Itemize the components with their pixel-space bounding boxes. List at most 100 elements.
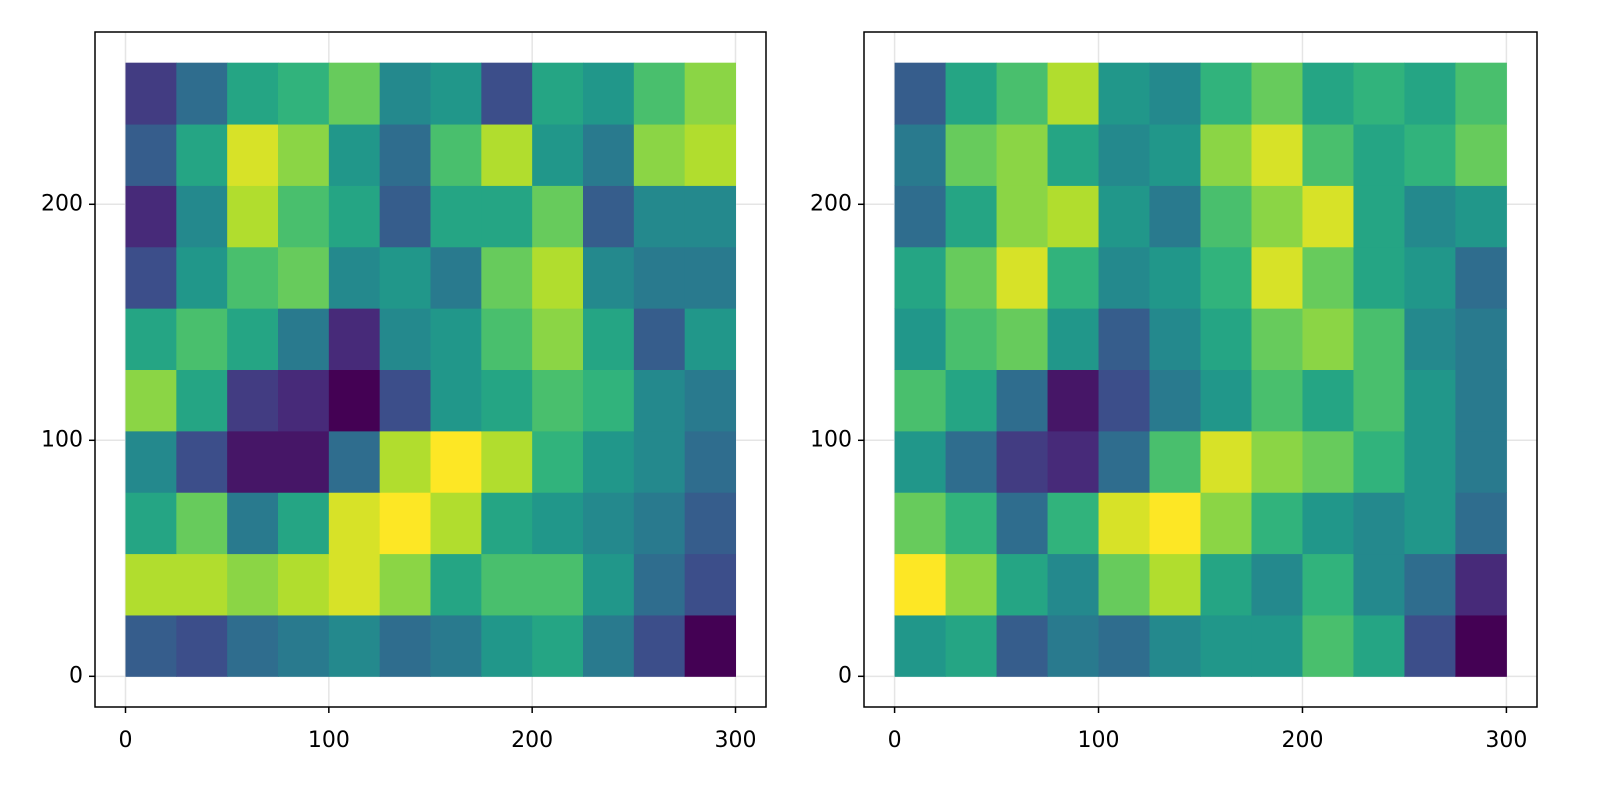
heatmap-cell: [481, 246, 533, 309]
heatmap-cell: [430, 308, 482, 370]
heatmap-cell: [481, 62, 533, 125]
y-tick-label: 200: [41, 191, 83, 216]
heatmap-cell: [945, 308, 998, 370]
heatmap-cell: [176, 492, 228, 555]
heatmap-cell: [633, 553, 686, 616]
y-tick-label: 0: [69, 663, 83, 688]
heatmap-cell: [1200, 614, 1252, 677]
heatmap-cell: [1404, 62, 1456, 125]
x-tick-label: 100: [308, 728, 350, 753]
heatmap-cell: [684, 492, 736, 555]
heatmap-cell: [227, 430, 279, 493]
heatmap-cell: [1404, 185, 1456, 248]
heatmap-cell: [532, 369, 584, 432]
heatmap-cell: [684, 308, 736, 370]
heatmap-cell: [1200, 492, 1252, 555]
heatmap-cell: [379, 553, 431, 616]
heatmap-cell: [328, 553, 381, 616]
heatmap-cell: [1251, 246, 1303, 309]
heatmap-cell: [1098, 492, 1151, 555]
heatmap-cell: [1200, 185, 1252, 248]
heatmap-cell: [1251, 492, 1303, 555]
heatmap-cell: [430, 246, 482, 309]
heatmap-cell: [176, 62, 228, 125]
heatmap-cell: [227, 124, 279, 186]
heatmap-cell: [1404, 492, 1456, 555]
heatmap-cell: [176, 369, 228, 432]
heatmap-cell: [379, 185, 431, 248]
heatmap-cell: [227, 492, 279, 555]
heatmap-cell: [176, 308, 228, 370]
heatmap-cell: [1455, 614, 1507, 677]
heatmap-cell: [1098, 246, 1151, 309]
heatmap-cell: [633, 430, 686, 493]
heatmap-cell: [176, 124, 228, 186]
heatmap-cell: [1098, 614, 1151, 677]
heatmap-cell: [996, 492, 1049, 555]
heatmap-cell: [996, 62, 1049, 125]
heatmap-cell: [633, 124, 686, 186]
heatmap-cell: [532, 614, 584, 677]
heatmap-cell: [1353, 553, 1405, 616]
heatmap-cell: [945, 62, 998, 125]
heatmap-cell: [1149, 185, 1201, 248]
heatmap-cell: [894, 614, 947, 677]
heatmap-cell: [894, 553, 947, 616]
heatmap-cell: [1353, 308, 1405, 370]
heatmap-cell: [1404, 369, 1456, 432]
heatmap-cell: [1251, 614, 1303, 677]
heatmap-cell: [1200, 124, 1252, 186]
heatmap-cell: [176, 246, 228, 309]
heatmap-cell: [430, 62, 482, 125]
heatmap-cell: [1047, 62, 1100, 125]
heatmap-cell: [379, 614, 431, 677]
heatmap-cell: [1200, 369, 1252, 432]
heatmap-cell: [1251, 308, 1303, 370]
heatmap-cell: [1302, 430, 1354, 493]
heatmap-cell: [1047, 369, 1100, 432]
heatmap-cell: [1455, 492, 1507, 555]
heatmap-cell: [1251, 185, 1303, 248]
heatmap-cell: [1098, 124, 1151, 186]
heatmap-cell: [125, 246, 177, 309]
heatmap-cell: [894, 369, 947, 432]
heatmap-cell: [278, 492, 330, 555]
heatmap-cell: [430, 492, 482, 555]
heatmap-cell: [532, 553, 584, 616]
heatmap-cell: [328, 430, 381, 493]
axes-frame: [94, 31, 767, 708]
heatmap-cell: [481, 492, 533, 555]
heatmap-cell: [894, 62, 947, 125]
heatmap-cell: [945, 124, 998, 186]
heatmap-cell: [1353, 369, 1405, 432]
heatmap-cell: [1098, 185, 1151, 248]
heatmap-cell: [1098, 308, 1151, 370]
heatmap-cell: [328, 185, 381, 248]
heatmap-cell: [125, 308, 177, 370]
heatmap-cell: [684, 185, 736, 248]
heatmap-cell: [1302, 185, 1354, 248]
heatmap-cell: [430, 553, 482, 616]
x-tick-label: 200: [511, 728, 553, 753]
heatmap-cell: [1200, 308, 1252, 370]
heatmap-cell: [532, 246, 584, 309]
heatmap-cell: [430, 430, 482, 493]
heatmap-cell: [278, 614, 330, 677]
heatmap-cell: [1455, 246, 1507, 309]
heatmap-cell: [278, 246, 330, 309]
heatmap-cell: [1302, 124, 1354, 186]
heatmap-cell: [227, 614, 279, 677]
heatmap-cell: [125, 124, 177, 186]
y-tick-label: 200: [810, 191, 852, 216]
heatmap-cell: [583, 492, 635, 555]
heatmap-cell: [1302, 246, 1354, 309]
heatmap-cell: [1047, 308, 1100, 370]
heatmap-cell: [583, 62, 635, 125]
heatmap-cell: [684, 62, 736, 125]
heatmap-cell: [481, 185, 533, 248]
heatmap-cell: [1149, 124, 1201, 186]
y-tick-label: 0: [838, 663, 852, 688]
heatmap-cell: [684, 614, 736, 677]
heatmap-cell: [633, 246, 686, 309]
axes-frame: [863, 31, 1538, 708]
